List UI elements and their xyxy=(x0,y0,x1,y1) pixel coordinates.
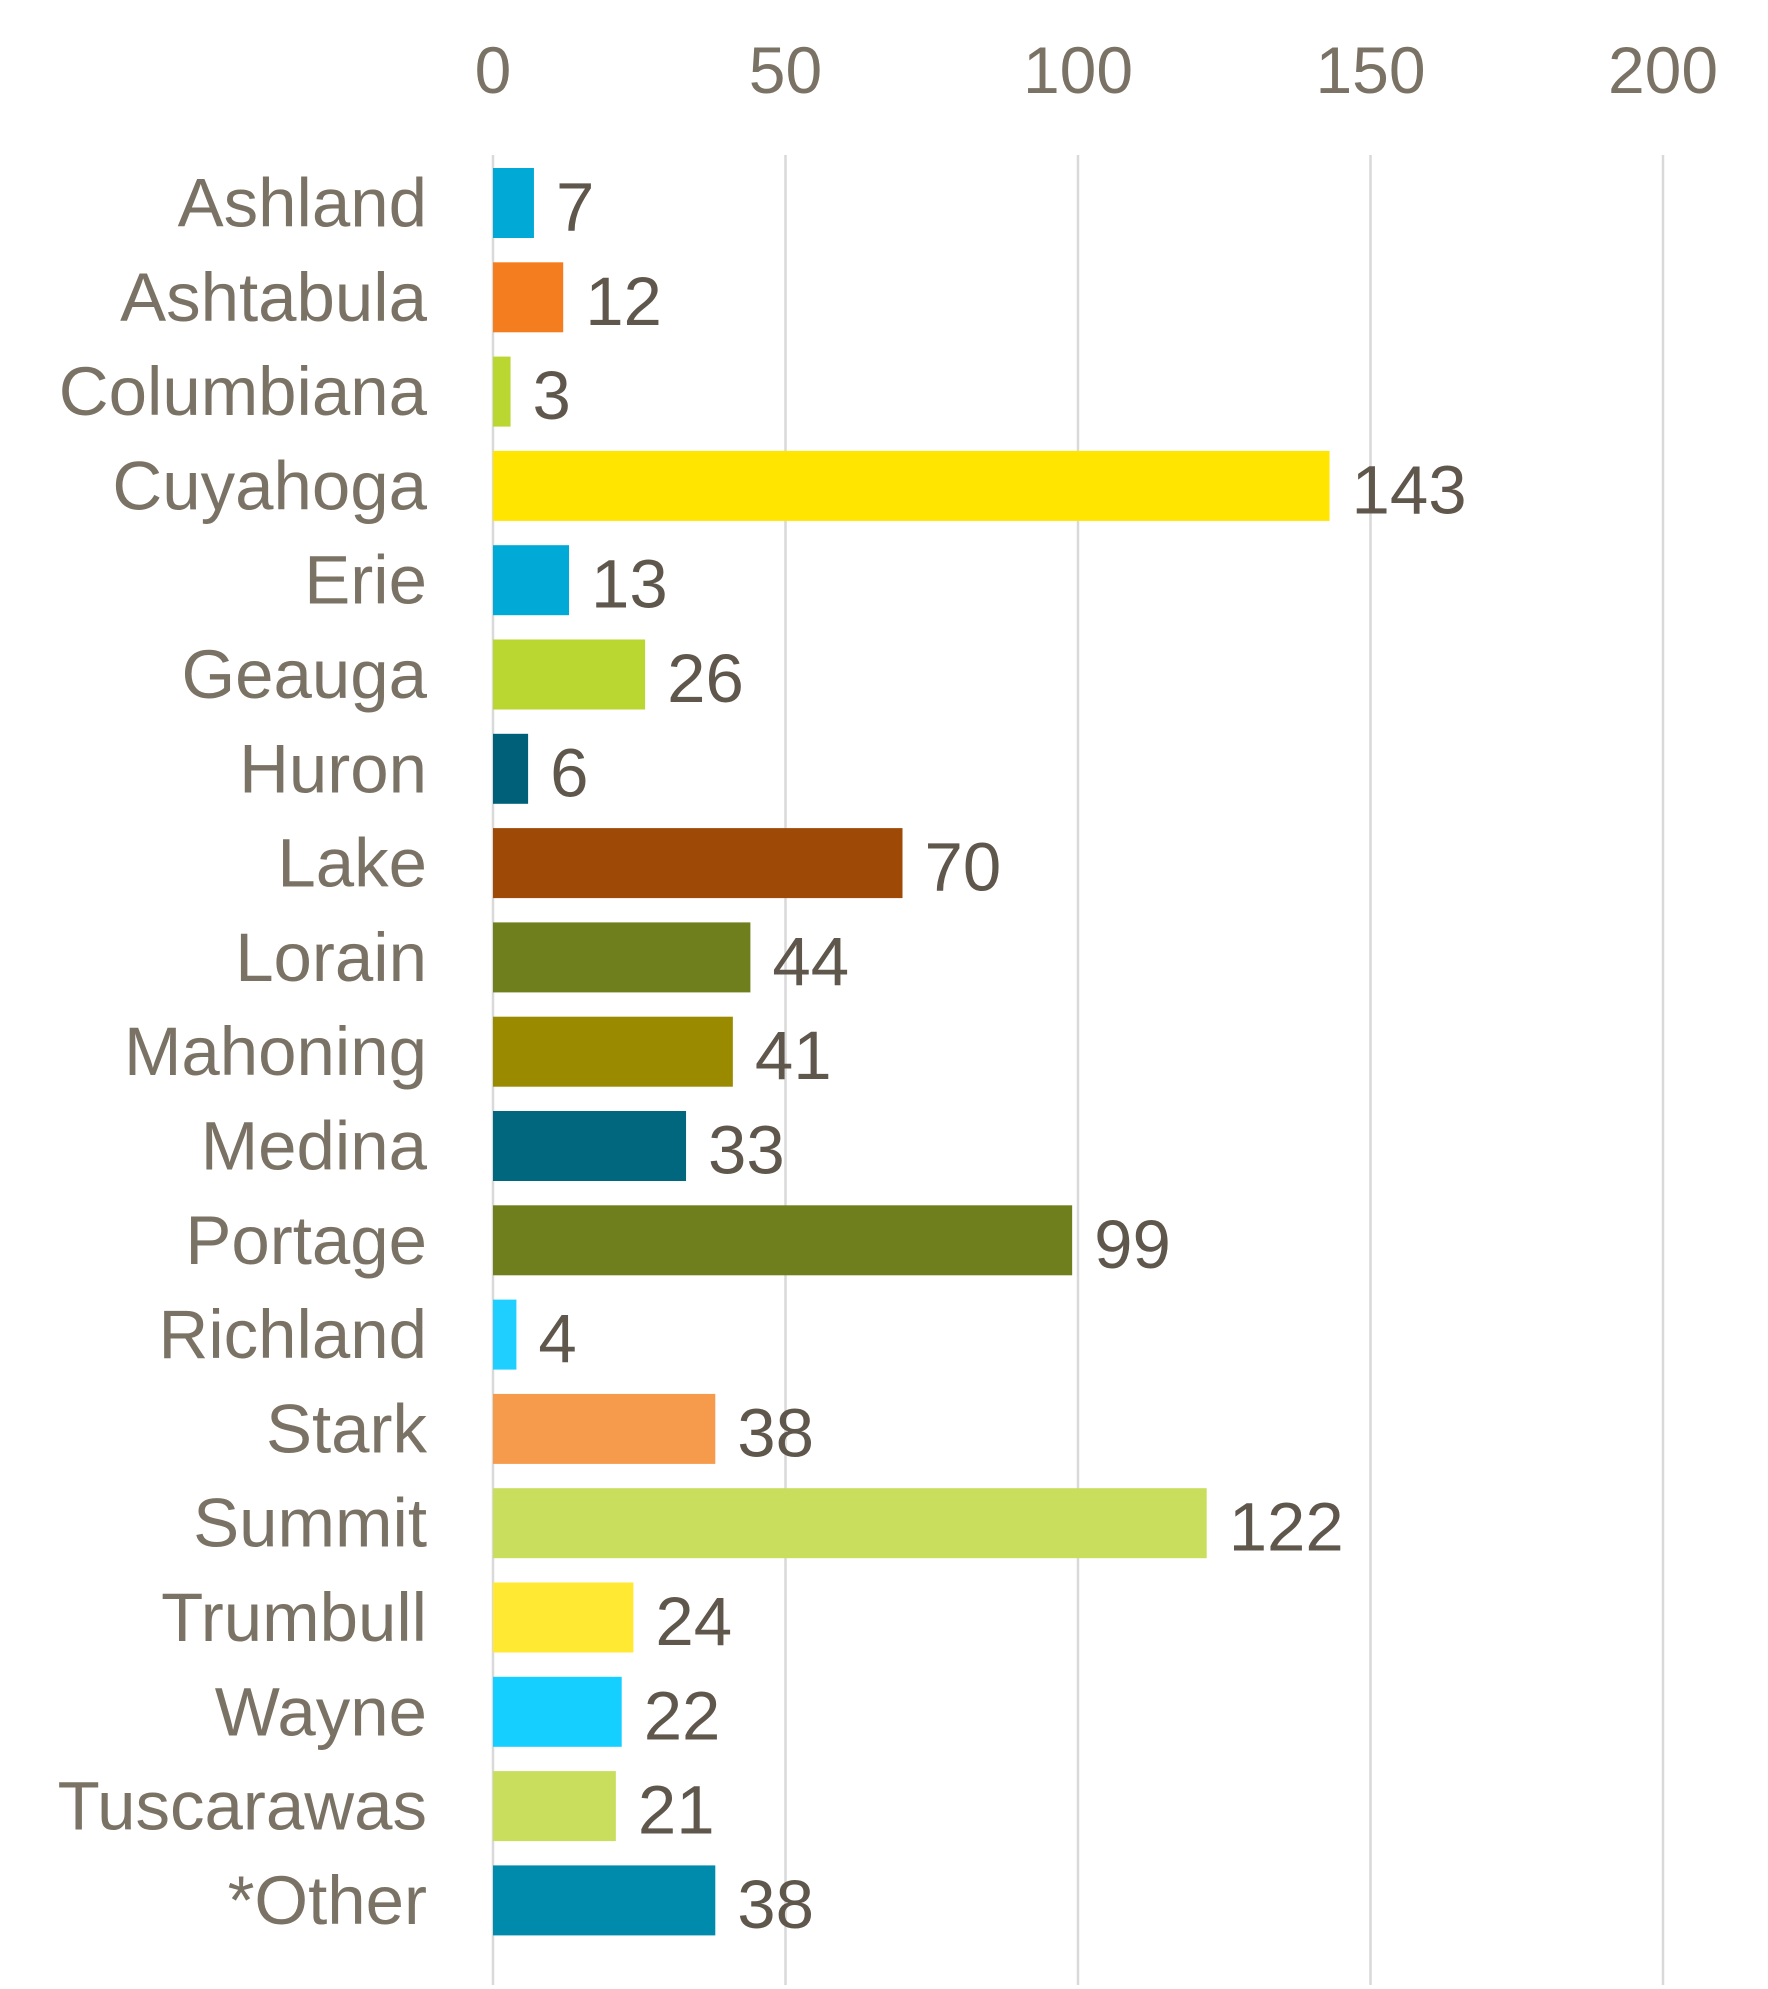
x-tick-label-50: 50 xyxy=(749,33,822,107)
bar-richland xyxy=(493,1299,517,1370)
bar-lake xyxy=(493,828,903,899)
x-tick-label-0: 0 xyxy=(475,33,512,107)
category-label-stark: Stark xyxy=(266,1390,428,1467)
x-tick-label-200: 200 xyxy=(1608,33,1718,107)
bar-wayne xyxy=(493,1676,622,1747)
x-tick-label-100: 100 xyxy=(1023,33,1133,107)
data-label-mahoning: 41 xyxy=(755,1017,832,1094)
data-label-medina: 33 xyxy=(708,1112,785,1189)
category-label-medina: Medina xyxy=(201,1108,428,1185)
bar-ashland xyxy=(493,168,534,238)
category-label-cuyahoga: Cuyahoga xyxy=(112,447,427,524)
data-label-tuscarawas: 21 xyxy=(638,1772,715,1849)
category-label-wayne: Wayne xyxy=(215,1673,427,1750)
category-label-portage: Portage xyxy=(185,1202,427,1279)
data-label-trumbull: 24 xyxy=(655,1583,732,1660)
category-label-columbiana: Columbiana xyxy=(59,353,428,430)
bar-other xyxy=(493,1865,716,1936)
category-label-summit: Summit xyxy=(193,1485,427,1562)
bar-cuyahoga xyxy=(493,450,1330,521)
bar-ashtabula xyxy=(493,262,564,333)
data-label-portage: 99 xyxy=(1094,1206,1171,1283)
data-label-other: 38 xyxy=(737,1866,814,1943)
category-label-erie: Erie xyxy=(304,542,427,619)
bars xyxy=(493,168,1330,1936)
data-label-summit: 122 xyxy=(1229,1489,1344,1566)
bar-erie xyxy=(493,545,570,616)
category-label-huron: Huron xyxy=(239,730,427,807)
data-label-huron: 6 xyxy=(550,734,588,811)
bar-huron xyxy=(493,733,529,804)
bar-lorain xyxy=(493,922,751,993)
x-axis-tick-labels: 0 50 100 150 200 xyxy=(475,33,1718,107)
category-label-ashtabula: Ashtabula xyxy=(120,259,428,336)
data-labels: 7 123 143 13 26 6 70 44 41 33 99 4 38 122 24 22 21 38 xyxy=(533,169,1467,1943)
bar-columbiana xyxy=(493,356,511,427)
category-label-trumbull: Trumbull xyxy=(161,1579,427,1656)
category-label-lorain: Lorain xyxy=(235,919,427,996)
category-label-mahoning: Mahoning xyxy=(124,1013,427,1090)
data-label-lorain: 44 xyxy=(772,923,849,1000)
bar-trumbull xyxy=(493,1582,634,1653)
bar-summit xyxy=(493,1488,1207,1559)
bar-mahoning xyxy=(493,1016,733,1087)
category-label-other: *Other xyxy=(228,1862,427,1939)
bar-tuscarawas xyxy=(493,1771,616,1842)
data-label-cuyahoga: 143 xyxy=(1352,451,1467,528)
bar-stark xyxy=(493,1393,716,1464)
bar-portage xyxy=(493,1205,1073,1276)
category-label-geauga: Geauga xyxy=(181,636,427,713)
data-label-ashtabula: 12 xyxy=(585,263,662,340)
category-label-ashland: Ashland xyxy=(178,165,427,242)
data-label-richland: 4 xyxy=(538,1300,576,1377)
x-tick-label-150: 150 xyxy=(1315,33,1425,107)
data-label-geauga: 26 xyxy=(667,640,744,717)
data-label-erie: 13 xyxy=(591,546,668,623)
category-label-lake: Lake xyxy=(277,825,427,902)
data-label-lake: 70 xyxy=(925,829,1002,906)
data-label-wayne: 22 xyxy=(644,1677,721,1754)
category-label-richland: Richland xyxy=(159,1296,428,1373)
bar-geauga xyxy=(493,639,646,710)
category-label-tuscarawas: Tuscarawas xyxy=(58,1768,427,1845)
bar-medina xyxy=(493,1111,687,1181)
data-label-columbiana: 3 xyxy=(533,357,571,434)
category-labels: Ashland Ashtabula Columbiana Cuyahoga Erie Ge… xyxy=(58,165,428,1939)
data-label-ashland: 7 xyxy=(556,169,594,246)
data-label-stark: 38 xyxy=(737,1394,814,1471)
